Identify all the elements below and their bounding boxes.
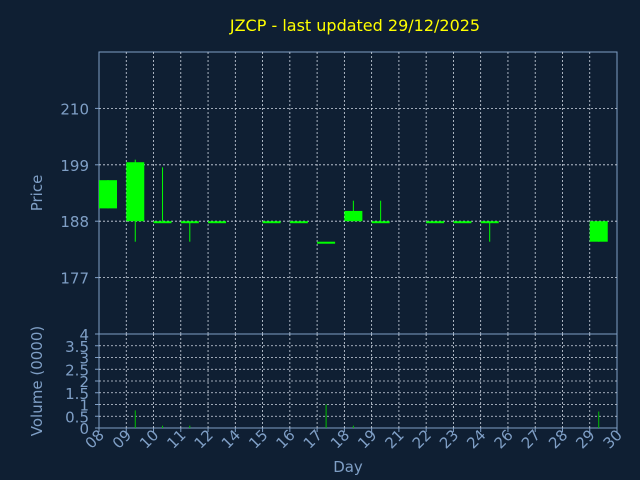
day-tick-label: 16 [272,426,298,452]
candle-08 [99,180,117,209]
candle-body [180,221,199,224]
day-tick-label: 15 [245,426,271,452]
volume-tick-label: 1.5 [65,385,89,403]
day-tick-label: 24 [463,426,489,452]
candle-12 [208,221,227,224]
day-tick-label: 17 [300,426,326,452]
candle-body [262,221,281,224]
candle-body [453,221,472,224]
day-tick-label: 18 [327,426,353,452]
day-tick-label: 28 [545,426,571,452]
price-tick-label: 188 [60,213,89,231]
candlestick-series [99,159,608,244]
chart-title: JZCP - last updated 29/12/2025 [229,16,480,35]
candle-09 [126,159,145,242]
day-tick-label: 27 [518,426,544,452]
day-tick-label: 21 [381,426,407,452]
candle-body [153,221,172,224]
day-tick-label: 23 [436,426,462,452]
volume-tick-label: 0.5 [65,408,89,426]
volume-grid [99,334,617,428]
day-tick-label: 26 [491,426,517,452]
price-tick-label: 210 [60,100,89,118]
volume-axis-ticks: 43.532.521.510.50 [65,326,99,438]
candle-body [289,221,308,224]
volume-series [134,404,600,428]
candle-17 [317,241,336,244]
day-tick-label: 12 [191,426,217,452]
candle-29 [589,221,608,242]
volume-tick-label: 2.5 [65,361,89,379]
volume-tick-label: 1 [79,397,89,415]
candle-body [480,221,499,224]
volume-tick-label: 3.5 [65,338,89,356]
day-tick-label: 10 [136,426,162,452]
candle-22 [426,221,445,224]
candle-10 [153,167,172,224]
candle-11 [180,221,199,242]
day-tick-label: 22 [409,426,435,452]
day-tick-label: 11 [163,426,189,452]
volume-tick-label: 4 [79,326,89,344]
price-tick-label: 199 [60,157,89,175]
day-tick-label: 29 [572,426,598,452]
price-tick-label: 177 [60,270,89,288]
candle-23 [453,221,472,224]
candle-body [99,180,117,209]
day-tick-label: 30 [600,426,626,452]
candle-body [426,221,445,224]
candle-body [317,241,336,244]
candle-body [344,210,363,222]
candle-body [208,221,227,224]
price-panel-frame [98,51,618,335]
candle-24 [480,221,499,242]
volume-tick-label: 2 [79,373,89,391]
day-axis-ticks: 08 09 10 11 12 14 15 16 17 18 19 21 22 23 24 26 27 28 29 30 [82,426,626,452]
candle-body [126,162,145,222]
price-grid [99,52,617,334]
candle-16 [289,221,308,224]
day-tick-label: 14 [218,426,244,452]
candle-body [589,221,608,242]
day-tick-label: 09 [109,426,135,452]
price-axis-label: Price [28,175,46,212]
candle-19 [371,200,390,224]
volume-tick-label: 3 [79,350,89,368]
day-axis-label: Day [333,458,363,476]
candle-18 [344,200,363,222]
price-axis-ticks: 210 199 188 177 [60,100,99,288]
volume-tick-label: 0 [79,420,89,438]
day-tick-label: 19 [354,426,380,452]
candle-body [371,221,390,224]
candle-15 [262,221,281,224]
volume-axis-label: Volume (0000) [28,326,46,436]
